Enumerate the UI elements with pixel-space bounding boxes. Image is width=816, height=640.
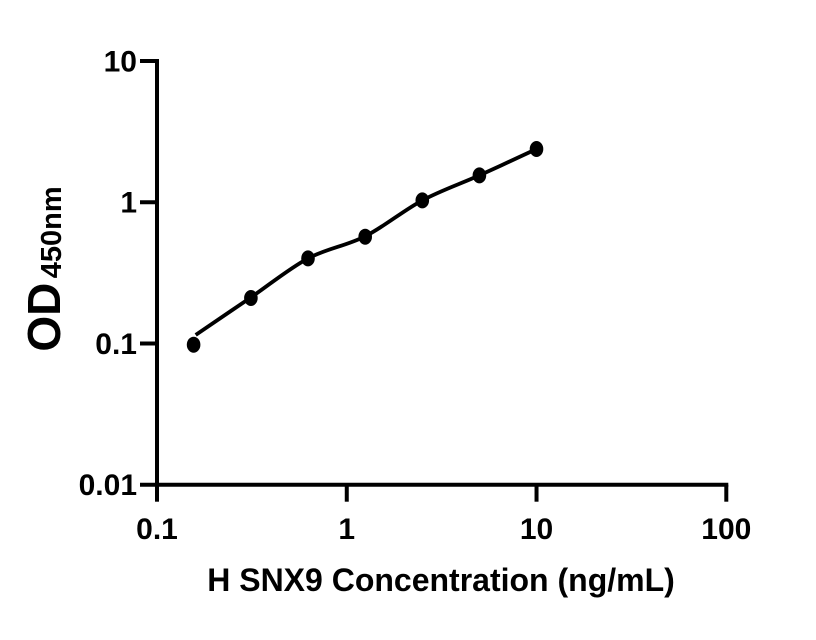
x-tick-label: 0.1: [136, 513, 178, 546]
x-tick-label: 10: [520, 513, 553, 546]
axes: [140, 59, 729, 502]
data-point-marker: [358, 228, 373, 245]
data-point-marker: [529, 141, 544, 157]
y-tick-label: 0.1: [95, 328, 137, 361]
y-tick-label: 0.01: [79, 469, 137, 502]
x-tick-label: 100: [701, 513, 751, 546]
data-point-marker: [301, 250, 315, 267]
tick-labels: 0.1 1 10 100 10 1 0.1 0.01: [79, 46, 752, 547]
data-points: [186, 141, 544, 353]
data-point-marker: [244, 290, 258, 306]
data-point-marker: [415, 192, 430, 209]
x-axis-title: H SNX9 Concentration (ng/mL): [207, 562, 675, 598]
y-tick-label: 1: [120, 187, 137, 220]
y-axis-title: OD 450nm: [18, 186, 70, 351]
x-tick-label: 1: [338, 513, 355, 546]
data-point-marker: [472, 167, 487, 184]
y-axis-title-main: OD: [18, 283, 70, 352]
data-point-marker: [186, 336, 201, 353]
y-tick-label: 10: [104, 46, 137, 79]
y-axis-title-subscript: 450nm: [36, 186, 68, 278]
